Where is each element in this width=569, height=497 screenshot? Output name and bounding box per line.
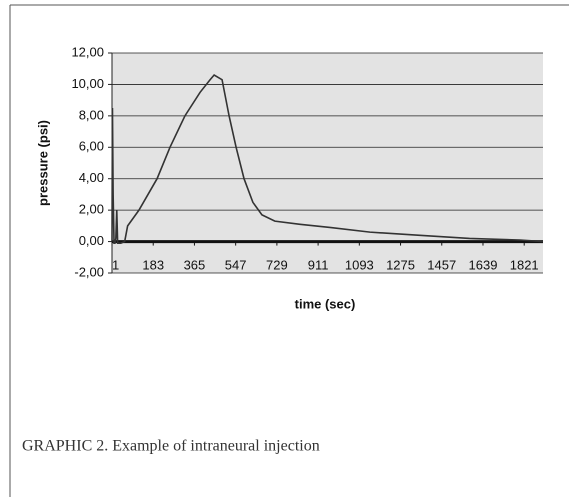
x-tick-label: 1821 [510,257,539,272]
y-tick-label: 12,00 [71,44,104,59]
y-tick-label: 6,00 [79,139,104,154]
y-tick-label: 10,00 [71,76,104,91]
x-axis-title: time (sec) [295,296,356,311]
x-tick-label: 183 [142,257,164,272]
x-tick-label: 1 [112,257,119,272]
plot-area [112,53,543,273]
x-tick-label: 1639 [469,257,498,272]
data-line [111,73,544,244]
caption: GRAPHIC 2. Example of intraneural inject… [22,438,320,455]
y-tick-label: 8,00 [79,107,104,122]
x-tick-label: 1457 [427,257,456,272]
x-tick-label: 1275 [386,257,415,272]
y-axis-title: pressure (psi) [35,120,50,206]
y-tick-label: 4,00 [79,170,104,185]
y-tick-label: 2,00 [79,202,104,217]
x-tick-label: 1093 [345,257,374,272]
y-tick-label: -2,00 [74,264,104,279]
x-tick-label: 547 [225,257,247,272]
y-tick-label: 0,00 [79,233,104,248]
x-tick-label: 365 [184,257,206,272]
x-tick-label: 911 [308,257,329,272]
x-tick-label: 729 [266,257,288,272]
